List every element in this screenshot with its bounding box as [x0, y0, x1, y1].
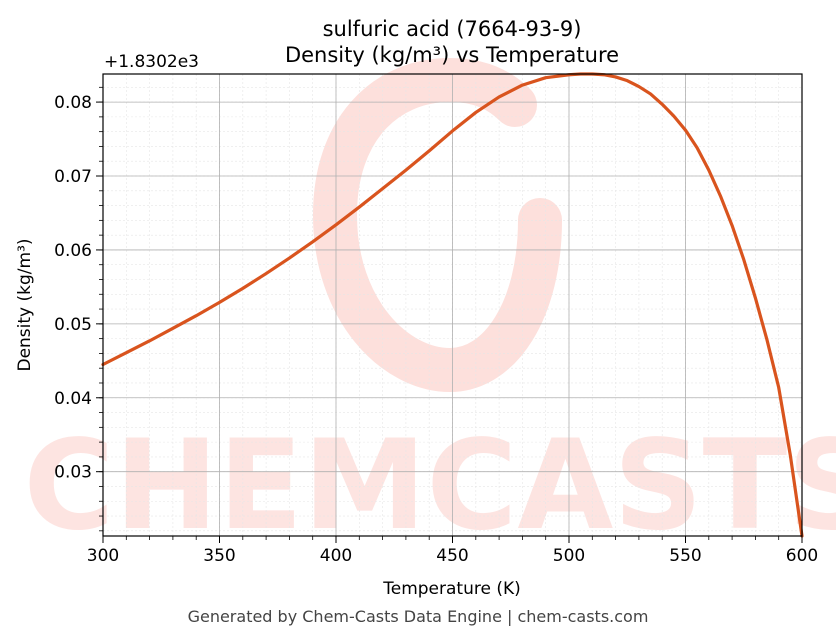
- watermark-text: CHEMCASTS: [23, 414, 836, 558]
- density-series-line: [101, 72, 804, 538]
- x-tick-label: 350: [203, 546, 235, 566]
- series-layer: [101, 72, 804, 538]
- chart-title-line2: Density (kg/m³) vs Temperature: [285, 43, 619, 67]
- watermark-ring: [312, 57, 562, 393]
- x-tick-label: 600: [786, 546, 818, 566]
- x-tick-label: 300: [87, 546, 119, 566]
- y-offset-label: +1.8302e3: [104, 52, 199, 72]
- chart-title-line1: sulfuric acid (7664-93-9): [323, 17, 582, 41]
- y-tick-label: 0.04: [54, 389, 92, 409]
- x-axis: 300 350 400 450 500 550 600: [87, 536, 818, 566]
- x-tick-label: 450: [436, 546, 468, 566]
- x-axis-label: Temperature (K): [382, 579, 521, 599]
- watermark: CHEMCASTS: [23, 57, 836, 558]
- y-tick-label: 0.06: [54, 241, 92, 261]
- x-tick-label: 550: [669, 546, 701, 566]
- x-tick-label: 500: [553, 546, 585, 566]
- y-tick-label: 0.05: [54, 315, 92, 335]
- y-axis-label: Density (kg/m³): [15, 238, 35, 371]
- footer-credit: Generated by Chem-Casts Data Engine | ch…: [187, 607, 649, 626]
- y-axis: 0.03 0.04 0.05 0.06 0.07 0.08: [54, 86, 103, 532]
- y-tick-label: 0.07: [54, 167, 92, 187]
- y-tick-label: 0.03: [54, 463, 92, 483]
- x-tick-label: 400: [320, 546, 352, 566]
- y-tick-label: 0.08: [54, 93, 92, 113]
